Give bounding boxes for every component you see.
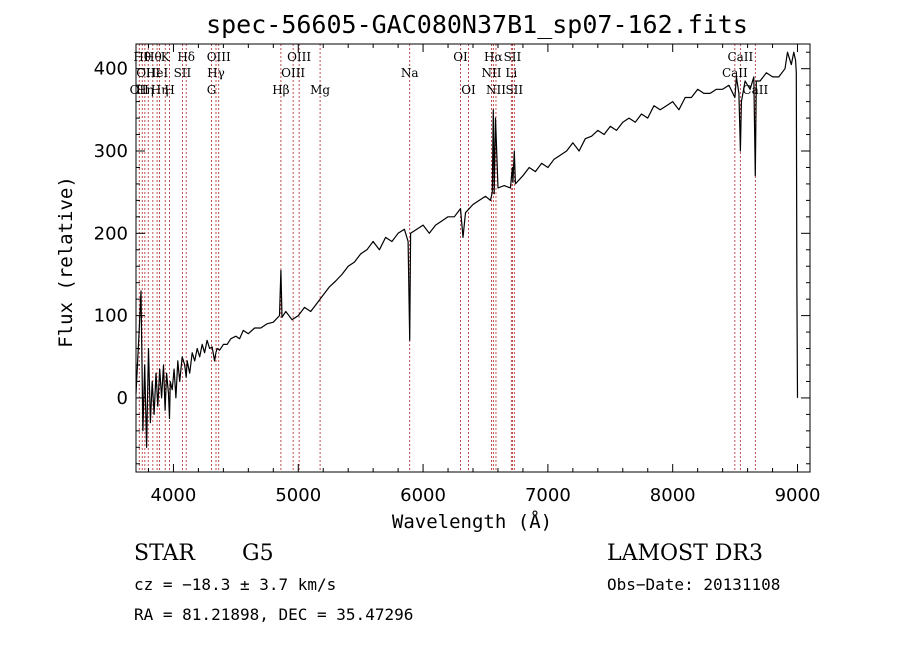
line-marker-label: Mg (310, 83, 330, 97)
y-tick-label: 200 (94, 223, 128, 244)
line-marker-label: CaII (727, 50, 753, 64)
y-axis-label: Flux (relative) (55, 176, 77, 348)
line-marker-label: H (164, 83, 174, 97)
object-subclass: G5 (242, 541, 274, 566)
y-tick-label: 0 (117, 388, 128, 409)
line-marker-label: Hγ (207, 66, 225, 80)
line-marker-label: NII (486, 83, 506, 97)
obs-date: Obs−Date: 20131108 (607, 575, 780, 594)
line-marker-label: OIII (207, 50, 231, 64)
line-marker-label: OI (461, 83, 476, 97)
spectral-line-labels: OIIHθHηOIIIHθHeIHηKHSIIHδGHγOIIIHβOIIIOI… (130, 50, 769, 97)
y-tick-label: 400 (94, 59, 128, 80)
line-marker-label: CaII (742, 83, 768, 97)
line-marker-label: HeI (146, 66, 169, 80)
x-tick-label: 8000 (650, 485, 696, 506)
line-marker-label: Hθ (144, 50, 162, 64)
line-marker-label: SII (174, 66, 192, 80)
line-marker-label: Na (401, 66, 419, 80)
y-tick-label: 300 (94, 141, 128, 162)
line-marker-label: SII (504, 50, 522, 64)
line-marker-label: Hδ (177, 50, 195, 64)
chart-title: spec-56605-GAC080N37B1_sp07-162.fits (206, 10, 748, 39)
x-tick-label: 9000 (775, 485, 821, 506)
line-marker-label: Hβ (272, 83, 289, 97)
x-axis-ticks: 4000 5000 6000 7000 8000 9000 (147, 44, 821, 506)
x-tick-label: 5000 (275, 485, 321, 506)
line-marker-label: Hθ (133, 50, 151, 64)
x-tick-label: 4000 (151, 485, 197, 506)
coordinates: RA = 81.21898, DEC = 35.47296 (134, 605, 413, 624)
line-marker-label: SII (505, 83, 523, 97)
object-class: STAR (134, 541, 196, 566)
line-marker-label: Li (505, 66, 517, 80)
line-marker-label: Hη (151, 83, 169, 97)
line-marker-label: Hα (484, 50, 503, 64)
x-axis-label: Wavelength (Å) (392, 510, 552, 533)
x-tick-label: 7000 (525, 485, 571, 506)
y-axis-ticks: 0 100 200 300 400 (94, 51, 810, 465)
line-marker-label: OIII (287, 50, 311, 64)
line-marker-label: NII (481, 66, 501, 80)
redshift-readout: cz = −18.3 ± 3.7 km/s (134, 575, 336, 594)
x-tick-label: 6000 (400, 485, 446, 506)
line-marker-label: OIII (136, 66, 160, 80)
line-marker-label: CaII (722, 66, 748, 80)
line-marker-label: OIII (281, 66, 305, 80)
survey-name: LAMOST DR3 (607, 541, 763, 566)
line-marker-label: OI (453, 50, 468, 64)
spectrum-line (135, 51, 799, 448)
line-marker-label: G (207, 83, 217, 97)
plot-frame (135, 43, 811, 473)
line-marker-label: K (161, 50, 171, 64)
y-tick-label: 100 (94, 306, 128, 327)
line-marker-label: OII (130, 83, 150, 97)
line-marker-label: Hη (136, 83, 154, 97)
